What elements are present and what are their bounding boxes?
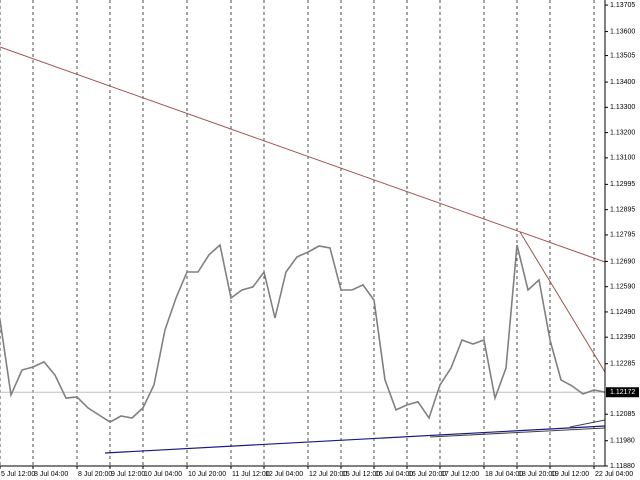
plot (0, 243, 606, 424)
y-tick-label: 1.13300 (610, 104, 635, 111)
x-tick-label: 11 Jul 12:00 (232, 471, 270, 478)
x-tick-label: 17 Jul 12:00 (441, 471, 479, 478)
x-tick-label: 5 Jul 12:00 (1, 471, 35, 478)
last-price-box (606, 387, 639, 398)
y-tick-label: 1.13400 (610, 79, 635, 86)
x-tick-label: 10 Jul 04:00 (144, 471, 182, 478)
y-tick-label: 1.11980 (610, 438, 635, 445)
y-tick-label: 1.12490 (610, 309, 635, 316)
y-tick-label: 1.12895 (610, 206, 635, 213)
x-tick-label: 12 Jul 04:00 (265, 471, 303, 478)
x-tick-label: 16 Jul 20:00 (408, 471, 446, 478)
trend-line (104, 425, 606, 454)
x-tick-label: 15 Jul 12:00 (342, 471, 380, 478)
trend-line (429, 427, 606, 438)
x-tick-label: 9 Jul 12:00 (111, 471, 145, 478)
price-line (0, 243, 606, 424)
y-tick-label: 1.12085 (610, 411, 635, 418)
y-tick-label: 1.13705 (610, 2, 635, 9)
y-tick-label: 1.12390 (610, 334, 635, 341)
x-tick-label: 10 Jul 20:00 (188, 471, 226, 478)
y-tick-label: 1.12590 (610, 284, 635, 291)
x-tick-label: 18 Jul 20:00 (518, 471, 556, 478)
x-tick-label: 16 Jul 04:00 (375, 471, 413, 478)
x-tick-label: 8 Jul 20:00 (78, 471, 112, 478)
x-tick-label: 18 Jul 04:00 (485, 471, 523, 478)
y-tick-label: 1.12995 (610, 181, 635, 188)
x-tick-label: 8 Jul 04:00 (34, 471, 68, 478)
trend-line (569, 419, 606, 428)
trend-line (519, 231, 606, 373)
grid (0, 0, 605, 466)
x-tick-label: 22 Jul 04:00 (595, 471, 633, 478)
y-tick-label: 1.13200 (610, 129, 635, 136)
y-tick-label: 1.12795 (610, 232, 635, 239)
x-tick-label: 19 Jul 12:00 (551, 471, 589, 478)
y-tick-label: 1.13600 (610, 28, 635, 35)
last-price-label: 1.12172 (610, 389, 635, 396)
y-tick-label: 1.12690 (610, 258, 635, 265)
trend-line (0, 46, 606, 263)
y-tick-label: 1.13505 (610, 52, 635, 59)
y-tick-label: 1.12285 (610, 361, 635, 368)
y-tick-label: 1.13100 (610, 155, 635, 162)
x-tick-label: 12 Jul 20:00 (309, 471, 347, 478)
y-tick-label: 1.11880 (610, 463, 635, 470)
